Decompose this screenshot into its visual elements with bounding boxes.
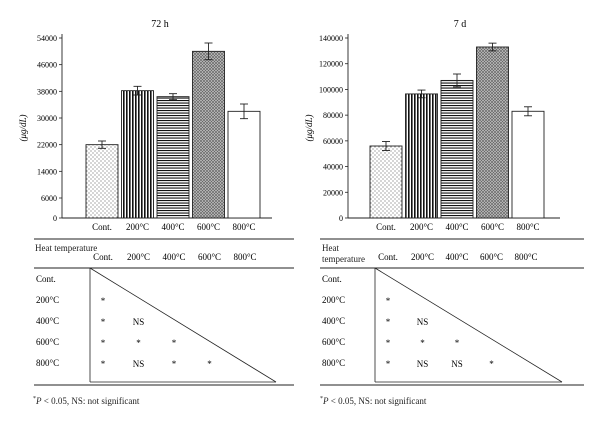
y-tick-label: 80000 xyxy=(323,111,343,120)
triangle-diagonal xyxy=(374,267,563,383)
table-cell: * xyxy=(101,296,106,306)
table-col-header: 400°C xyxy=(445,252,468,262)
table-row-header: 400°C xyxy=(36,316,59,326)
table-row-header: Cont. xyxy=(36,274,56,284)
table-cell: * xyxy=(455,338,460,348)
table-cell: NS xyxy=(133,359,145,369)
bar xyxy=(192,50,225,219)
footnote-p: P xyxy=(36,396,42,406)
chart-title: 7 d xyxy=(454,19,467,30)
footnote-star: * xyxy=(33,396,36,402)
x-tick-label: 600°C xyxy=(481,222,504,232)
footnote-star: * xyxy=(320,396,323,402)
bar xyxy=(405,93,438,219)
table-cell: * xyxy=(207,359,212,369)
bar xyxy=(476,46,509,219)
x-tick-label: 200°C xyxy=(410,222,433,232)
table-cell: * xyxy=(420,338,425,348)
y-tick-label: 38000 xyxy=(37,87,57,96)
x-tick-label: 200°C xyxy=(126,222,149,232)
table-row-header: 600°C xyxy=(322,337,345,347)
table-row-header: 600°C xyxy=(36,337,59,347)
table-cell: NS xyxy=(133,317,145,327)
y-axis-label: (μg/dL) xyxy=(18,114,28,141)
table-col-header: Cont. xyxy=(93,252,113,262)
y-tick-label: 54000 xyxy=(37,34,57,43)
table-row-header: Cont. xyxy=(322,274,342,284)
panel-72h: 72 h (μg/dL) 0 6000 14000 22000 30000 38000 4600… xyxy=(18,19,294,386)
table-row-header: 200°C xyxy=(322,295,345,305)
bar xyxy=(85,144,119,219)
x-tick-label: 800°C xyxy=(516,222,539,232)
table-cell: * xyxy=(136,338,141,348)
x-tick-label: 800°C xyxy=(232,222,255,232)
table-cell: * xyxy=(489,359,494,369)
footnote-text: < 0.05, NS: not significant xyxy=(328,396,427,406)
y-tick-label: 30000 xyxy=(37,114,57,123)
heat-temperature-header-7d: Heat temperature xyxy=(322,243,365,264)
table-col-header: 200°C xyxy=(127,252,150,262)
table-cell: NS xyxy=(417,359,429,369)
panel-7d: 7 d (μg/dL) 0 20000 40000 60000 80000 100000 120… xyxy=(304,19,584,386)
heat-temperature-header-72h: Heat temperature xyxy=(35,243,98,253)
y-tick-label: 120000 xyxy=(319,60,343,69)
table-cell: * xyxy=(101,359,106,369)
table-col-header: 400°C xyxy=(162,252,185,262)
y-tick-label: 40000 xyxy=(323,163,343,172)
footnote-p: P xyxy=(323,396,329,406)
table-row-header: 400°C xyxy=(322,316,345,326)
x-tick-label: 600°C xyxy=(197,222,220,232)
y-tick-label: 6000 xyxy=(41,194,57,203)
table-row-header: 800°C xyxy=(36,358,59,368)
table-cell: NS xyxy=(451,359,463,369)
table-cell: * xyxy=(101,338,106,348)
bar xyxy=(440,79,474,219)
bar xyxy=(156,96,190,219)
bar xyxy=(227,110,261,219)
y-tick-label: 20000 xyxy=(323,188,343,197)
triangle-diagonal xyxy=(89,267,277,383)
y-tick-label: 46000 xyxy=(37,61,57,70)
y-axis-label: (μg/dL) xyxy=(304,114,314,141)
y-tick-label: 22000 xyxy=(37,141,57,150)
table-col-header: 600°C xyxy=(198,252,221,262)
x-tick-label: 400°C xyxy=(445,222,468,232)
y-tick-label: 140000 xyxy=(319,34,343,43)
y-tick-label: 100000 xyxy=(319,85,343,94)
y-tick-label: 0 xyxy=(339,214,343,223)
y-tick-label: 60000 xyxy=(323,137,343,146)
chart-title: 72 h xyxy=(151,19,169,30)
x-tick-label: Cont. xyxy=(92,222,112,232)
footnote-7d: *P < 0.05, NS: not significant xyxy=(320,396,426,406)
table-col-header: 600°C xyxy=(480,252,503,262)
y-tick-label: 0 xyxy=(53,214,57,223)
table-cell: * xyxy=(172,338,177,348)
x-tick-label: Cont. xyxy=(376,222,396,232)
table-col-header: 800°C xyxy=(233,252,256,262)
table-row-header: 200°C xyxy=(36,295,59,305)
table-col-header: Cont. xyxy=(378,252,398,262)
table-cell: * xyxy=(386,296,391,306)
footnote-72h: *P < 0.05, NS: not significant xyxy=(33,396,139,406)
bar xyxy=(511,110,545,219)
bar xyxy=(121,90,154,219)
table-cell: NS xyxy=(417,317,429,327)
x-tick-label: 400°C xyxy=(161,222,184,232)
table-cell: * xyxy=(386,359,391,369)
table-col-header: 200°C xyxy=(411,252,434,262)
bar xyxy=(369,145,403,219)
table-cell: * xyxy=(101,317,106,327)
table-row-header: 800°C xyxy=(322,358,345,368)
table-cell: * xyxy=(172,359,177,369)
y-tick-label: 14000 xyxy=(37,167,57,176)
table-col-header: 800°C xyxy=(514,252,537,262)
table-cell: * xyxy=(386,338,391,348)
table-cell: * xyxy=(386,317,391,327)
footnote-text: < 0.05, NS: not significant xyxy=(41,396,140,406)
